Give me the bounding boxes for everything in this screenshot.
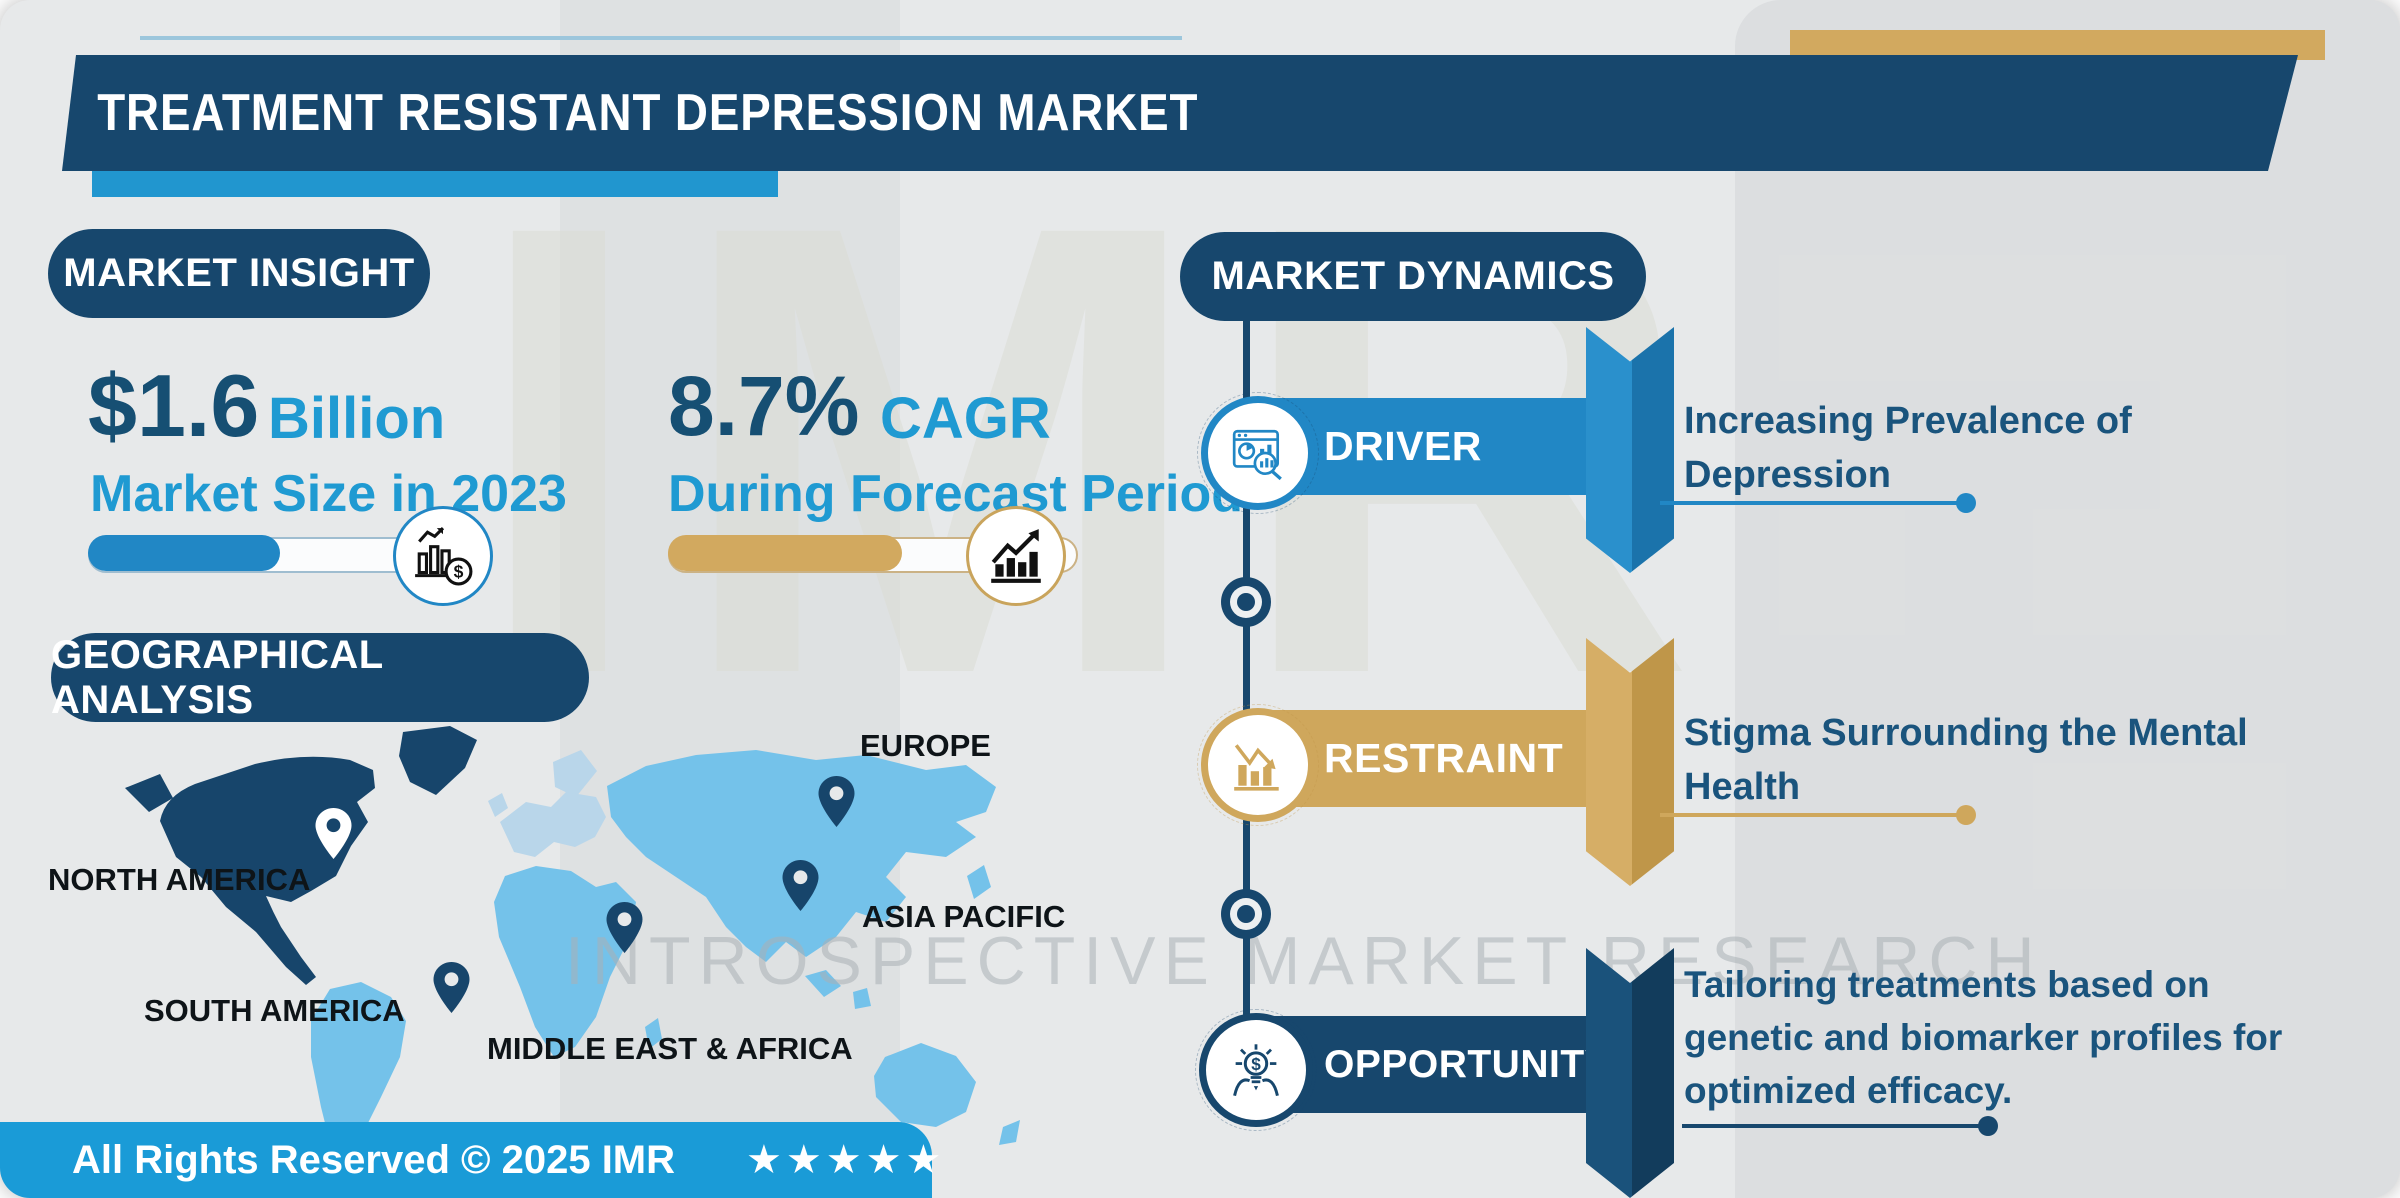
growth-chart-arrow-icon <box>991 529 1041 583</box>
region-label-asia-pacific: ASIA PACIFIC <box>862 899 1066 934</box>
market-dynamics-label: MARKET DYNAMICS <box>1211 254 1615 298</box>
timeline-node-2 <box>1221 889 1271 939</box>
map-asia <box>607 750 996 962</box>
driver-label: DRIVER <box>1324 423 1482 469</box>
cagr-meter-icon-circle <box>966 506 1066 606</box>
market-size-meter-icon-circle: $ <box>393 506 493 606</box>
market-dynamics-header: MARKET DYNAMICS <box>1180 232 1646 321</box>
footer-bar: All Rights Reserved © 2025 IMR ★★★★★ <box>0 1122 941 1198</box>
restraint-text: Stigma Surrounding the Mental Health <box>1684 712 2248 808</box>
market-size-value: $1.6 <box>88 356 260 455</box>
svg-text:$: $ <box>1251 1054 1261 1074</box>
map-new-zealand <box>999 1120 1020 1145</box>
region-label-south-america: SOUTH AMERICA <box>144 993 405 1028</box>
map-africa <box>494 866 636 1057</box>
cagr-unit: CAGR <box>880 386 1051 451</box>
driver-text: Increasing Prevalence of Depression <box>1684 400 2132 496</box>
rating-stars: ★★★★★ <box>746 1138 946 1182</box>
driver-icon-circle <box>1197 392 1319 514</box>
region-label-europe: EUROPE <box>860 728 991 763</box>
region-label-north-america: NORTH AMERICA <box>48 862 311 897</box>
cagr-value: 8.7% <box>668 359 860 453</box>
opportunity-text: Tailoring treatments based on genetic an… <box>1684 964 2283 1111</box>
restraint-label: RESTRAINT <box>1324 735 1564 781</box>
driver-lead-line <box>1660 493 1976 513</box>
restraint-ribbon <box>1586 638 1674 886</box>
company-watermark: INTROSPECTIVE MARKET RESEARCH <box>565 923 2043 999</box>
page-title: TREATMENT RESISTANT DEPRESSION MARKET <box>97 84 1199 142</box>
market-insight-header: MARKET INSIGHT <box>48 229 430 318</box>
market-insight-label: MARKET INSIGHT <box>63 251 415 295</box>
blue-accent-bar <box>92 170 778 197</box>
map-pin-icon-europe <box>818 776 855 827</box>
title-banner: TREATMENT RESISTANT DEPRESSION MARKET <box>62 55 2298 171</box>
opportunity-icon-circle: $ <box>1195 1009 1317 1131</box>
market-size-meter-fill <box>88 535 280 571</box>
dollar-bulb-icon: $ <box>1233 1044 1279 1097</box>
dynamics-timeline <box>1243 314 1250 1080</box>
analytics-magnifier-icon <box>1232 429 1282 481</box>
restraint-icon-circle <box>1197 704 1319 826</box>
bar-chart-dollar-icon: $ <box>415 527 473 586</box>
map-pin-icon-south-america <box>433 962 470 1013</box>
declining-chart-icon <box>1234 744 1279 791</box>
cagr-caption: During Forecast Period <box>668 465 1243 523</box>
map-pin-icon-middle-east-africa <box>606 902 643 953</box>
market-size-unit: Billion <box>268 386 446 451</box>
copyright-text: All Rights Reserved © 2025 IMR <box>72 1137 676 1182</box>
cagr-meter-fill <box>668 535 902 571</box>
geographical-analysis-label: GEOGRAPHICAL ANALYSIS <box>51 632 383 722</box>
driver-ribbon <box>1586 327 1674 573</box>
opportunity-label: OPPORTUNITY <box>1324 1042 1612 1086</box>
svg-text:$: $ <box>454 562 464 582</box>
map-north-america <box>125 726 477 985</box>
accent-line-top <box>140 36 1182 40</box>
map-pin-icon-asia-pacific <box>782 860 819 911</box>
geographical-analysis-header: GEOGRAPHICAL ANALYSIS <box>51 633 589 722</box>
map-madagascar <box>645 1018 662 1049</box>
region-label-middle-east-africa: MIDDLE EAST & AFRICA <box>487 1031 853 1066</box>
market-size-caption: Market Size in 2023 <box>90 465 567 523</box>
map-australia <box>874 1043 976 1127</box>
timeline-node-1 <box>1221 577 1271 627</box>
opportunity-lead-line <box>1682 1116 1998 1136</box>
map-europe <box>488 750 606 857</box>
restraint-lead-line <box>1660 805 1976 825</box>
map-islands <box>805 865 991 1009</box>
opportunity-ribbon <box>1586 948 1674 1198</box>
map-pin-icon-north-america <box>315 808 352 859</box>
